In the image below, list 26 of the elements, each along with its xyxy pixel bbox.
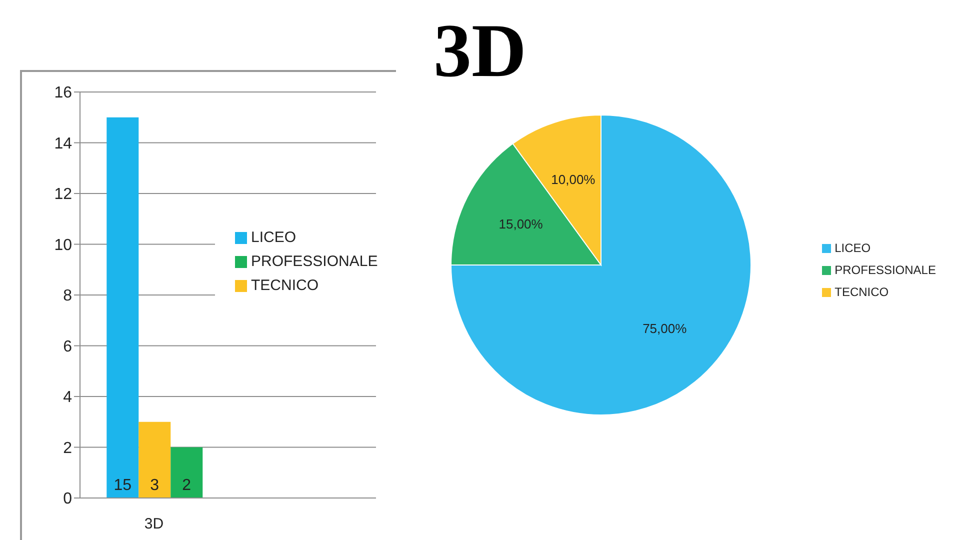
legend-label: LICEO xyxy=(834,241,871,255)
data-label: 10,00% xyxy=(551,172,596,187)
y-tick-label: 8 xyxy=(63,288,72,305)
bar xyxy=(138,422,171,498)
y-tick-label: 4 xyxy=(63,389,72,406)
data-label: 75,00% xyxy=(642,321,688,336)
y-tick-label: 10 xyxy=(54,236,72,254)
data-label: 15,00% xyxy=(498,216,544,232)
y-tick-label: 16 xyxy=(54,84,72,102)
pie-slice xyxy=(450,114,752,416)
chart-title: 3D xyxy=(432,8,528,95)
data-label: 2 xyxy=(182,477,192,494)
data-label: 3 xyxy=(150,477,160,494)
y-tick-label: 2 xyxy=(63,440,72,457)
bar xyxy=(106,117,139,498)
data-label: 15 xyxy=(114,477,132,494)
y-tick-label: 12 xyxy=(54,186,72,204)
y-tick-label: 14 xyxy=(54,135,72,152)
legend-label: PROFESSIONALE xyxy=(834,263,936,277)
legend-label: TECNICO xyxy=(251,277,318,294)
legend-label: TECNICO xyxy=(834,285,889,299)
legend-label: PROFESSIONALE xyxy=(251,253,378,270)
y-tick-label: 6 xyxy=(63,338,72,356)
bar xyxy=(170,447,203,498)
y-tick-label: 0 xyxy=(63,490,72,508)
legend-label: LICEO xyxy=(251,229,296,246)
